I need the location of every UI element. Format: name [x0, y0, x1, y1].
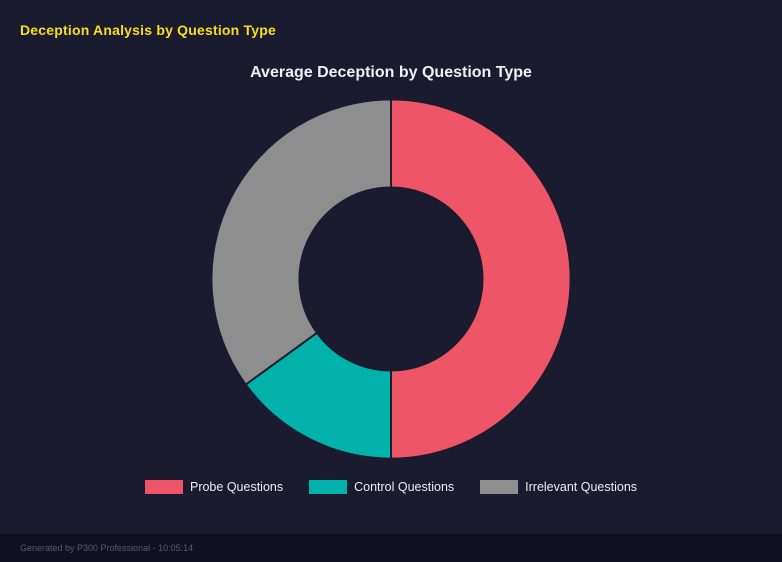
page-title: Deception Analysis by Question Type — [20, 22, 276, 38]
legend-item-control-questions[interactable]: Control Questions — [309, 480, 454, 494]
doughnut-slice-control-questions[interactable] — [244, 331, 392, 460]
legend-item-probe-questions[interactable]: Probe Questions — [144, 480, 284, 494]
doughnut-slice-probe-questions[interactable] — [390, 98, 572, 460]
legend-label: Control Questions — [354, 480, 455, 494]
header: Deception Analysis by Question Type — [0, 0, 782, 40]
footer-text: Generated by P300 Professional - 10:05:1… — [20, 543, 194, 553]
legend-label: Probe Questions — [189, 480, 284, 494]
legend-swatch — [480, 480, 519, 494]
legend-label: Irrelevant Questions — [525, 480, 638, 494]
footer-bar: Generated by P300 Professional - 10:05:1… — [0, 534, 782, 562]
chart-title: Average Deception by Question Type — [250, 64, 532, 81]
doughnut-slice-irrelevant-questions[interactable] — [210, 98, 392, 386]
chart-area: Average Deception by Question Type Probe… — [0, 64, 782, 494]
legend-item-irrelevant-questions[interactable]: Irrelevant Questions — [480, 480, 637, 494]
doughnut-chart — [210, 98, 572, 460]
legend-swatch — [144, 480, 183, 494]
legend-swatch — [309, 480, 348, 494]
chart-legend: Probe Questions Control Questions Irreleva… — [144, 480, 637, 494]
